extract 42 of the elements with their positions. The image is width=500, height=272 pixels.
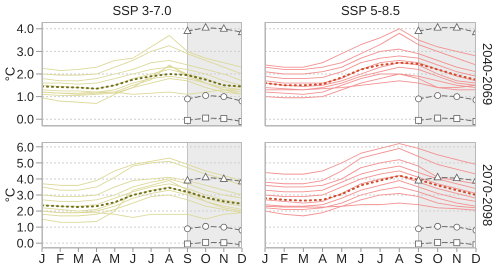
x-tick-label: J xyxy=(38,251,46,266)
x-tick-label: O xyxy=(432,251,443,266)
y-tick-label: 3.0 xyxy=(16,44,34,59)
chart-title: SSP 5-8.5 xyxy=(340,3,402,18)
y-tick-label: 1.0 xyxy=(16,220,34,235)
x-tick-label: J xyxy=(148,251,154,266)
x-tick-label: M xyxy=(298,251,309,266)
y-axis-title: °C xyxy=(2,66,18,82)
x-tick-label: S xyxy=(183,251,192,266)
y-tick-label: 2.0 xyxy=(16,204,34,218)
y-tick-label: 3.0 xyxy=(16,188,34,202)
y-tick-label: 4.0 xyxy=(16,172,34,186)
x-tick-label: J xyxy=(130,251,136,266)
x-tick-label: A xyxy=(92,251,102,266)
x-tick-label: A xyxy=(164,251,174,266)
y-tick-label: 2.0 xyxy=(16,67,34,82)
x-tick-label: F xyxy=(56,251,64,266)
chart-title: SSP 3-7.0 xyxy=(111,3,173,18)
y-tick-label: 5.0 xyxy=(16,156,34,170)
y-tick-label: 6.0 xyxy=(16,140,34,154)
x-tick-label: D xyxy=(471,251,481,266)
x-tick-label: M xyxy=(336,251,348,266)
x-tick-label: D xyxy=(237,251,247,266)
x-tick-label: J xyxy=(262,251,268,266)
x-tick-label: S xyxy=(414,251,424,266)
x-tick-label: F xyxy=(280,251,288,266)
text: 2070-2098 xyxy=(480,162,495,228)
x-tick-label: J xyxy=(376,251,384,266)
y-tick-label: 4.0 xyxy=(16,22,34,36)
y-tick-label: 1.0 xyxy=(16,90,34,104)
x-tick-label: M xyxy=(72,251,84,266)
x-tick-label: A xyxy=(394,251,404,266)
x-tick-label: M xyxy=(109,251,120,266)
y-tick-label: 0.0 xyxy=(16,236,34,251)
x-tick-label: N xyxy=(452,251,462,266)
x-tick-label: O xyxy=(200,251,211,266)
x-tick-label: J xyxy=(358,251,364,266)
text: 2040-2069 xyxy=(480,42,495,108)
x-tick-label: N xyxy=(219,251,229,266)
x-tick-label: A xyxy=(318,251,328,266)
y-tick-label: 0.0 xyxy=(16,112,34,127)
y-axis-title: °C xyxy=(2,188,18,202)
